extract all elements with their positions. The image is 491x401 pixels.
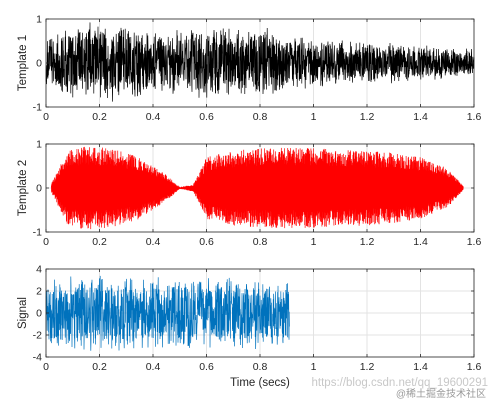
x-tick-label: 0.2 <box>92 111 107 123</box>
x-tick-label: 1.2 <box>360 111 375 123</box>
y-tick-label: 4 <box>36 264 42 276</box>
y-tick-label: 0 <box>36 58 42 70</box>
series-line <box>45 22 475 102</box>
x-tick-label: 0.8 <box>253 236 268 248</box>
y-tick-label: 0 <box>36 308 42 320</box>
y-axis-label: Template 1 <box>17 35 29 91</box>
x-tick-label: 0.4 <box>146 111 161 123</box>
y-tick-label: -1 <box>33 227 42 239</box>
y-axis-label: Template 2 <box>17 160 29 216</box>
x-tick-label: 1.6 <box>467 111 482 123</box>
y-tick-label: 2 <box>36 286 42 298</box>
y-axis-label: Signal <box>17 297 29 329</box>
x-tick-label: 0.8 <box>253 361 268 373</box>
x-tick-label: 0.2 <box>92 236 107 248</box>
series-line <box>51 146 464 230</box>
x-tick-label: 0.6 <box>199 236 214 248</box>
x-tick-label: 0.4 <box>146 361 161 373</box>
x-tick-label: 0 <box>43 361 49 373</box>
x-tick-label: 1 <box>311 111 317 123</box>
x-tick-label: 1.6 <box>467 236 482 248</box>
x-tick-label: 0.6 <box>199 111 214 123</box>
x-tick-label: 0 <box>43 236 49 248</box>
x-tick-label: 1 <box>311 236 317 248</box>
x-tick-label: 0 <box>43 111 49 123</box>
x-tick-label: 1.2 <box>360 361 375 373</box>
y-tick-label: 1 <box>36 139 42 151</box>
signal-axes: 0 0.2 0.4 0.6 0.8 1 1.2 1.4 1.6 -4 -2 0 2 4 Signal <box>17 264 481 374</box>
x-tick-label: 1.2 <box>360 236 375 248</box>
x-tick-label: 1.4 <box>413 236 428 248</box>
y-tick-label: -2 <box>33 330 42 342</box>
y-tick-label: 0 <box>36 183 42 195</box>
y-tick-label: -1 <box>33 102 42 114</box>
watermark-site: @稀土掘金技术社区 <box>396 387 486 400</box>
x-tick-label: 1.4 <box>413 361 428 373</box>
series-line <box>45 275 290 351</box>
x-tick-label: 1.6 <box>467 361 482 373</box>
x-tick-label: 1.4 <box>413 111 428 123</box>
x-axis-label: Time (secs) <box>230 377 290 389</box>
x-tick-label: 0.4 <box>146 236 161 248</box>
x-tick-label: 1 <box>311 361 317 373</box>
x-tick-label: 0.6 <box>199 361 214 373</box>
y-tick-label: -4 <box>33 352 42 364</box>
x-tick-label: 0.8 <box>253 111 268 123</box>
y-tick-label: 1 <box>36 14 42 26</box>
x-tick-label: 0.2 <box>92 361 107 373</box>
watermark-url: https://blog.csdn.net/qq_19600291 <box>312 377 488 389</box>
